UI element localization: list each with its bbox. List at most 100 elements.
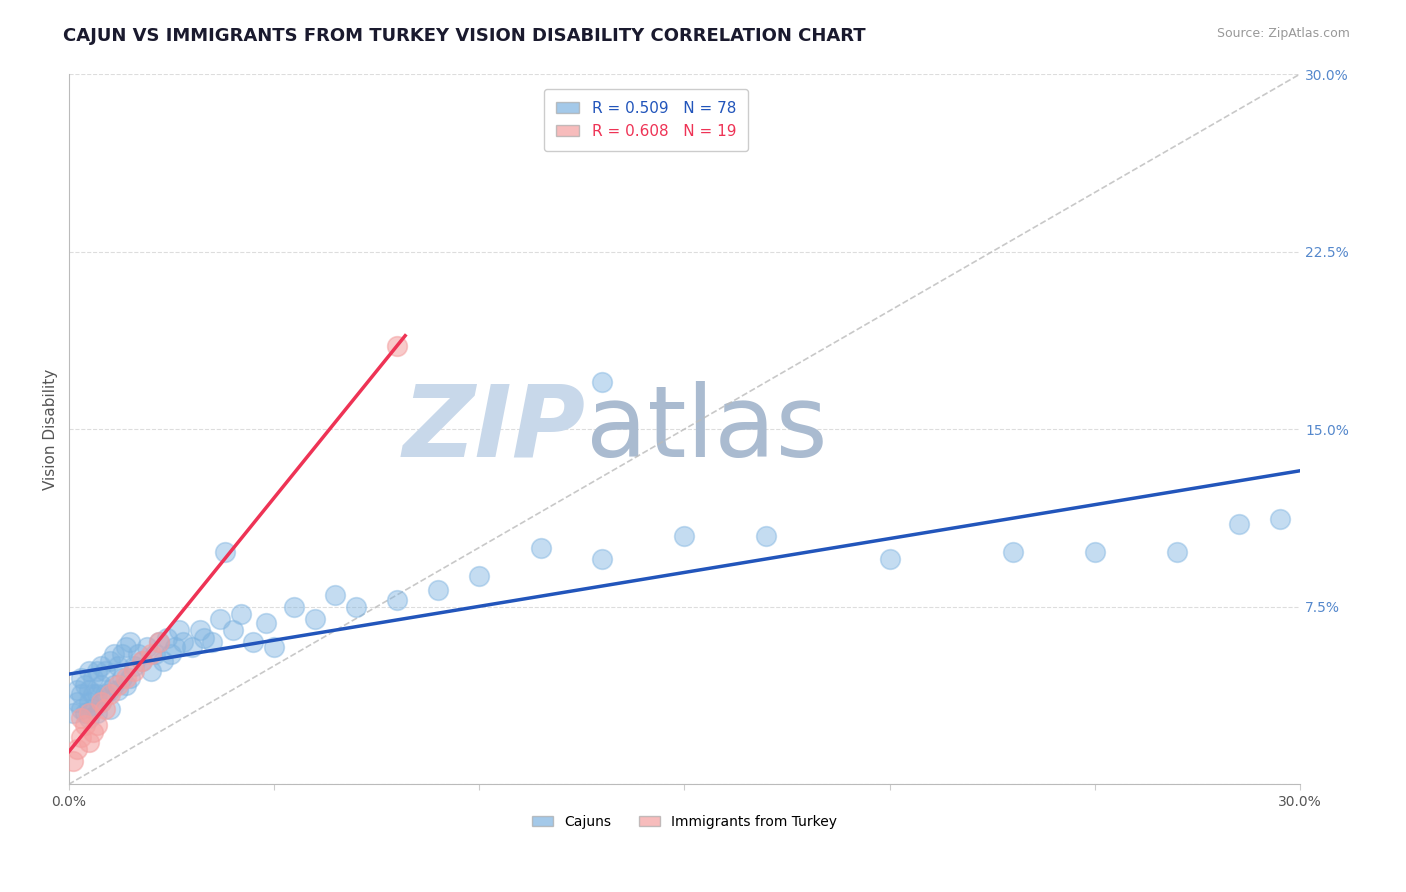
Point [1166,545,1188,559]
Point [385,592,408,607]
Point [1268,512,1291,526]
Point [73,706,96,721]
Point [77,706,100,721]
Point [180,640,202,654]
Point [1084,545,1107,559]
Point [304,612,326,626]
Point [591,375,613,389]
Point [86,687,108,701]
Point [530,541,553,555]
Point [77,735,100,749]
Text: CAJUN VS IMMIGRANTS FROM TURKEY VISION DISABILITY CORRELATION CHART: CAJUN VS IMMIGRANTS FROM TURKEY VISION D… [63,27,866,45]
Point [66,742,89,756]
Point [254,616,277,631]
Point [107,682,129,697]
Point [188,624,211,638]
Y-axis label: Vision Disability: Vision Disability [44,368,58,490]
Point [98,682,121,697]
Point [127,647,149,661]
Point [70,671,93,685]
Point [325,588,347,602]
Point [1001,545,1024,559]
Point [107,678,129,692]
Point [103,647,125,661]
Point [107,659,129,673]
Point [263,640,285,654]
Point [73,678,96,692]
Point [879,552,901,566]
Point [131,654,153,668]
Point [344,599,367,614]
Point [120,671,142,685]
Point [82,671,104,685]
Point [673,529,696,543]
Text: ZIP: ZIP [402,381,586,478]
Point [94,687,117,701]
Point [115,671,138,685]
Point [148,635,170,649]
Point [172,635,194,649]
Point [143,647,166,661]
Point [90,694,112,708]
Legend: Cajuns, Immigrants from Turkey: Cajuns, Immigrants from Turkey [526,809,842,834]
Point [86,706,108,721]
Point [77,711,100,725]
Point [98,701,121,715]
Point [156,631,179,645]
Point [94,701,117,715]
Point [242,635,264,649]
Point [165,640,187,654]
Point [115,640,138,654]
Point [98,687,121,701]
Point [86,718,108,732]
Point [214,545,236,559]
Point [468,569,491,583]
Point [86,664,108,678]
Point [115,678,138,692]
Point [229,607,252,621]
Point [111,647,134,661]
Point [98,654,121,668]
Point [111,671,134,685]
Point [135,640,157,654]
Text: atlas: atlas [586,381,827,478]
Point [90,678,112,692]
Point [122,664,145,678]
Point [62,706,84,721]
Point [103,678,125,692]
Point [62,754,84,768]
Point [139,647,162,661]
Point [139,664,162,678]
Point [755,529,778,543]
Point [591,552,613,566]
Point [131,654,153,668]
Point [70,711,93,725]
Point [70,701,93,715]
Point [82,701,104,715]
Point [77,694,100,708]
Point [77,682,100,697]
Point [73,718,96,732]
Point [152,654,174,668]
Text: Source: ZipAtlas.com: Source: ZipAtlas.com [1216,27,1350,40]
Point [82,725,104,739]
Point [209,612,232,626]
Point [222,624,245,638]
Point [70,730,93,744]
Point [385,339,408,353]
Point [120,635,142,649]
Point [77,664,100,678]
Point [94,664,117,678]
Point [90,694,112,708]
Point [122,659,145,673]
Point [82,687,104,701]
Point [160,647,183,661]
Point [66,694,89,708]
Point [169,624,191,638]
Point [427,583,450,598]
Point [148,635,170,649]
Point [283,599,305,614]
Point [193,631,215,645]
Point [1227,516,1250,531]
Point [90,659,112,673]
